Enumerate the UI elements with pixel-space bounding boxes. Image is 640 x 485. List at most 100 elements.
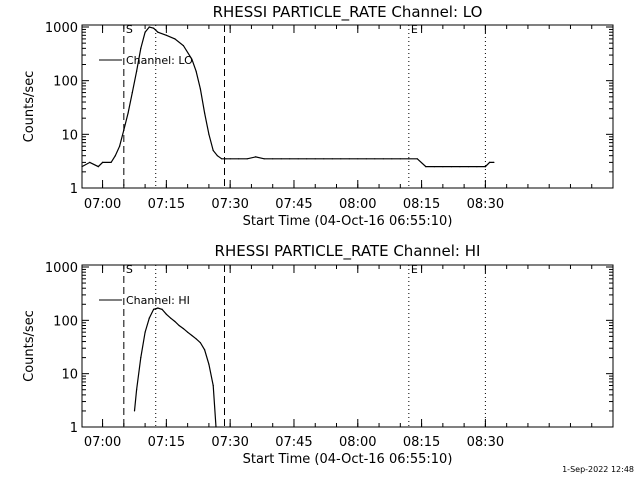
panel-2-data-point: [199, 342, 201, 344]
panel-1-y-tick-label: 100: [53, 75, 78, 90]
panel-2-data-point: [161, 308, 163, 310]
panel-1-x-tick-label: 08:15: [403, 197, 440, 212]
panel-1-data-point: [374, 158, 376, 160]
panel-1-data-point: [416, 158, 418, 160]
footer-timestamp: 1-Sep-2022 12:48: [562, 465, 634, 474]
panel-1-data-point: [204, 112, 206, 114]
panel-1-data-point: [476, 166, 478, 168]
panel-1-data-point: [399, 158, 401, 160]
panel-1-data-point: [382, 158, 384, 160]
panel-2-x-tick-label: 07:00: [84, 435, 121, 450]
panel-1-data-point: [289, 158, 291, 160]
panel-1-data-point: [174, 38, 176, 40]
panel-1-data-point: [348, 158, 350, 160]
panel-1-data-point: [263, 158, 265, 160]
panel-1-data-point: [255, 156, 257, 158]
panel-1-x-tick-label: 07:15: [148, 197, 185, 212]
panel-1-data-point: [225, 158, 227, 160]
panel-2-plot-frame: [81, 264, 614, 428]
panel-1-y-tick-label: 1000: [45, 21, 78, 36]
panel-2-data-point: [136, 389, 138, 391]
panel-1-x-tick-label: 07:45: [275, 197, 312, 212]
panel-1-data-point: [297, 158, 299, 160]
panel-1-data-point: [148, 26, 150, 28]
panel-1-data-point: [182, 45, 184, 47]
panel-1-event-marker-label: E: [411, 23, 418, 36]
panel-1-data-point: [272, 158, 274, 160]
panel-2-x-tick-label: 07:45: [275, 435, 312, 450]
panel-2-data-point: [153, 308, 155, 310]
panel-2-data-point: [208, 363, 210, 365]
panel-1-data-point: [357, 158, 359, 160]
panel-1-data-point: [484, 166, 486, 168]
panel-2-data-point: [170, 317, 172, 319]
panel-1-data-point: [221, 158, 223, 160]
panel-1-x-tick-label: 08:30: [467, 197, 504, 212]
panel-1-y-tick-label: 1: [70, 182, 78, 197]
panel-1-x-axis-label: Start Time (04-Oct-16 06:55:10): [243, 214, 453, 229]
panel-2-x-tick-label: 07:15: [148, 435, 185, 450]
panel-2-x-tick-label: 08:15: [403, 435, 440, 450]
panel-1-data-point: [153, 27, 155, 29]
panel-1-data-point: [131, 92, 133, 94]
panel-1-data-point: [229, 158, 231, 160]
panel-1-data-point: [216, 155, 218, 157]
panel-1-data-point: [191, 58, 193, 60]
panel-1-x-tick-label: 07:00: [84, 197, 121, 212]
panel-2-data-point: [182, 328, 184, 330]
panel-2-data-point: [178, 324, 180, 327]
panel-2-data-point: [144, 331, 146, 333]
panel-1-data-point: [314, 158, 316, 160]
panel-1-y-tick-label: 10: [61, 128, 78, 143]
panel-2-event-marker-label: S: [126, 263, 133, 276]
panel-2-x-tick-label: 08:30: [467, 435, 504, 450]
panel-2-data-point: [191, 334, 193, 337]
panel-1-data-point: [425, 166, 427, 168]
panel-1-data-point: [144, 31, 146, 33]
panel-2-x-tick-label: 08:00: [339, 435, 376, 450]
panel-1-x-tick-label: 07:30: [211, 197, 248, 212]
panel-2-data-point: [140, 357, 142, 359]
panel-2-y-tick-label: 100: [53, 314, 78, 329]
panel-1-data-point: [450, 166, 452, 168]
panel-1-data-point: [102, 161, 104, 163]
panel-2-event-marker-label: E: [411, 263, 418, 276]
panel-1-y-axis-label: Counts/sec: [22, 71, 37, 143]
panel-2-y-axis-label: Counts/sec: [22, 310, 37, 382]
panel-1-data-point: [238, 158, 240, 160]
panel-1-data-point: [442, 166, 444, 168]
panel-2-data-point: [204, 349, 206, 351]
panel-1-data-point: [391, 158, 393, 160]
panel-1-data-point: [199, 88, 201, 90]
panel-1-legend-label: Channel: LO: [126, 54, 193, 67]
panel-1-event-marker-label: S: [126, 23, 133, 36]
panel-1-data-point: [123, 129, 125, 131]
panel-2-y-tick-label: 1: [70, 421, 78, 436]
panel-1-data-point: [89, 161, 91, 163]
panel-1-data-point: [208, 133, 210, 135]
panel-1-data-point: [246, 158, 248, 160]
panel-1-data-point: [340, 158, 342, 160]
panel-1-data-point: [127, 112, 129, 114]
panel-1-title: RHESSI PARTICLE_RATE Channel: LO: [213, 3, 483, 22]
panel-1-data-point: [323, 158, 325, 160]
panel-1-data-point: [493, 161, 495, 163]
panel-1-data-point: [157, 31, 159, 33]
panel-1-data-point: [459, 166, 461, 168]
panel-1-data-point: [331, 158, 333, 160]
panel-2-data-point: [215, 426, 217, 428]
panel-1-x-tick-label: 08:00: [339, 197, 376, 212]
panel-1-data-point: [136, 70, 138, 72]
panel-2-data-point: [133, 410, 136, 412]
panel-1-data-point: [280, 158, 282, 160]
panel-1-data-point: [365, 158, 367, 160]
panel-1-data-point: [433, 166, 435, 168]
panel-1-plot-frame: [81, 24, 614, 189]
panel-1-data-point: [408, 158, 410, 160]
panel-2-x-tick-label: 07:30: [211, 435, 248, 450]
panel-2-title: RHESSI PARTICLE_RATE Channel: HI: [215, 242, 481, 261]
panel-2-data-point: [165, 313, 167, 315]
panel-1-data-point: [114, 155, 116, 157]
panel-2-data-point: [212, 384, 214, 387]
panel-2-data-point: [157, 307, 159, 309]
